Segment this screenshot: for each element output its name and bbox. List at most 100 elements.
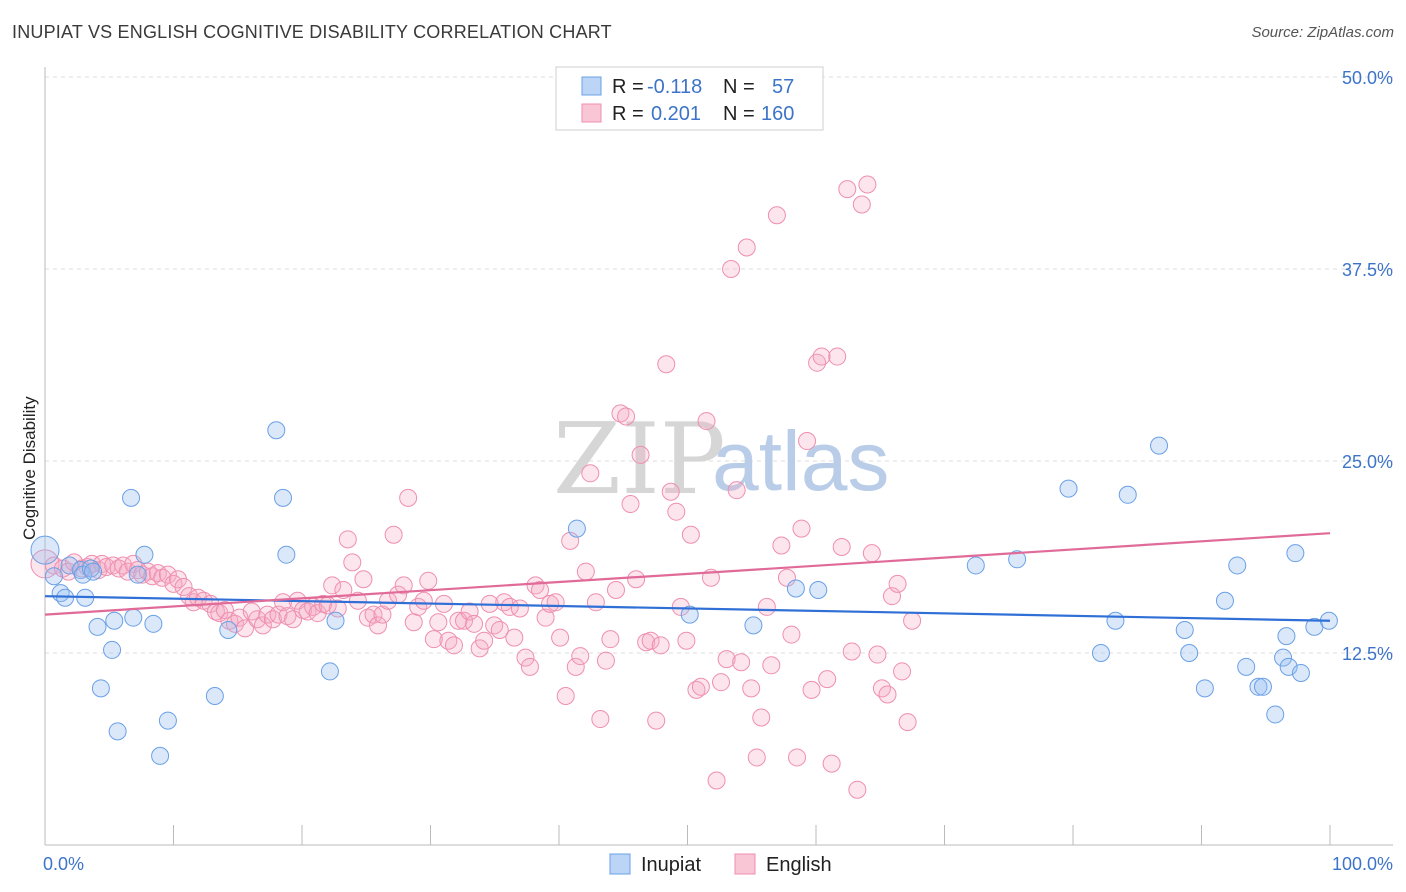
english-point-168 [898,713,917,732]
english-point-99 [551,628,570,647]
inupiat-point-21 [158,711,177,730]
inupiat-point-36 [1059,479,1078,498]
inupiat-point-38 [1106,611,1125,630]
english-point-61 [358,608,377,627]
english-point-115 [631,445,650,464]
english-point-82 [465,614,484,633]
english-point-108 [596,651,615,670]
english-point-59 [348,591,367,610]
english-point-154 [828,347,847,366]
english-point-146 [788,748,807,767]
english-point-66 [384,525,403,544]
inupiat-point-47 [1249,677,1268,696]
y-tick-label-3: 50.0% [1342,68,1393,88]
inupiat-point-54 [1291,663,1310,682]
legend-r-value-english: 0.201 [651,103,701,125]
inupiat-point-40 [1150,436,1169,455]
english-point-105 [581,464,600,483]
english-point-149 [802,680,821,699]
english-point-156 [838,180,857,199]
english-point-68 [394,576,413,595]
english-point-40 [253,616,272,635]
english-point-158 [848,780,867,799]
english-point-69 [399,488,418,507]
inupiat-point-37 [1091,644,1110,662]
inupiat-point-48 [1253,677,1272,696]
bottom-legend-inupiat: Inupiat [641,854,701,876]
english-point-142 [767,206,786,225]
inupiat-point-35 [1008,550,1027,569]
english-point-22 [158,565,177,584]
x-tick-label-0: 0.0% [43,854,84,874]
inupiat-point-39 [1118,485,1137,504]
inupiat-point-33 [809,581,828,600]
inupiat-point-45 [1228,556,1247,575]
english-point-127 [691,677,710,696]
english-point-153 [822,754,841,773]
inupiat-point-34 [966,556,985,575]
english-point-91 [510,599,529,618]
english-point-57 [338,530,357,549]
x-tick-label-1: 100.0% [1332,854,1393,874]
english-point-118 [647,711,666,730]
inupiat-point-16 [124,608,143,627]
legend-n-label-english: N = [723,103,755,125]
inupiat-point-1 [44,567,63,586]
english-point-51 [308,604,327,623]
inupiat-point-41 [1175,620,1194,639]
english-point-56 [334,581,353,600]
english-point-33 [215,600,234,619]
english-point-84 [475,631,494,650]
legend-n-value-inupiat: 57 [772,76,794,98]
inupiat-point-12 [103,640,122,659]
english-point-21 [153,568,172,587]
english-point-148 [798,432,817,451]
chart-source: Source: ZipAtlas.com [1251,24,1394,41]
inupiat-points [30,421,1338,765]
inupiat-point-17 [128,565,147,584]
english-point-110 [606,581,625,600]
english-point-166 [888,574,907,593]
inupiat-point-22 [205,687,224,706]
watermark-atlas: atlas [712,414,889,508]
english-point-125 [681,525,700,544]
legend-r-value-inupiat: -0.118 [647,76,702,98]
inupiat-point-53 [1286,544,1305,563]
english-point-25 [174,577,193,596]
english-point-141 [762,656,781,675]
english-point-102 [566,657,585,676]
inupiat-point-46 [1237,657,1256,676]
english-point-96 [536,608,555,627]
english-point-136 [737,238,756,257]
english-point-72 [414,591,433,610]
english-point-92 [516,648,535,667]
legend-r-label-english: R = [612,103,644,125]
english-point-117 [641,631,660,650]
english-point-130 [707,771,726,790]
axes [44,67,1393,846]
legend-swatch-inupiat [581,76,602,96]
inupiat-point-10 [88,617,107,636]
english-point-143 [772,536,791,555]
english-point-111 [611,404,630,423]
english-point-119 [651,636,670,655]
english-point-145 [782,625,801,644]
english-point-128 [697,412,716,431]
english-point-134 [727,481,746,500]
english-point-74 [424,630,443,649]
english-point-109 [601,630,620,649]
english-point-167 [893,662,912,681]
english-point-137 [742,679,761,698]
inupiat-point-27 [320,662,339,681]
inupiat-point-24 [267,421,286,440]
trend-lines [44,532,1331,622]
english-point-44 [274,593,293,612]
english-point-34 [220,611,239,630]
english-point-161 [862,544,881,563]
inupiat-point-25 [274,488,293,507]
legend-swatch-english [581,103,602,123]
inupiat-point-28 [326,611,345,630]
inupiat-point-23 [219,620,238,639]
english-point-95 [531,581,550,600]
